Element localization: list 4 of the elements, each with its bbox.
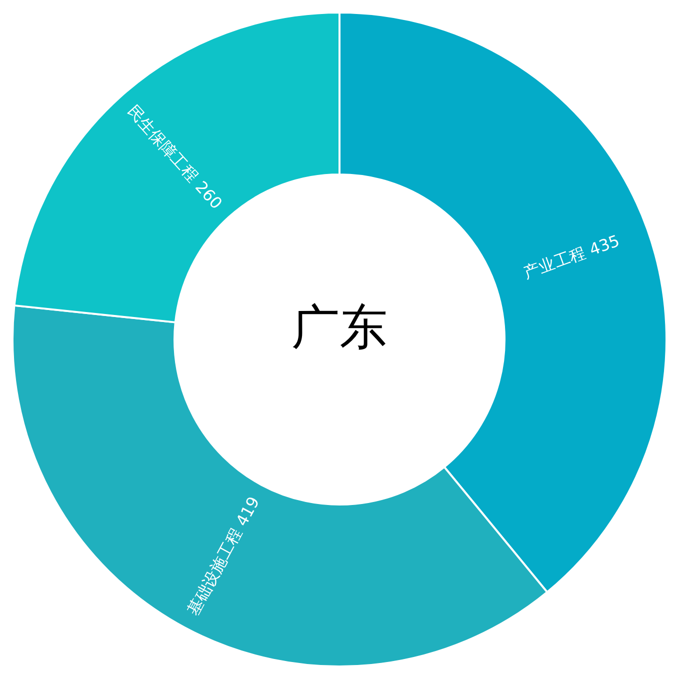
text: 广东 (292, 300, 388, 356)
slice-label: 产业工程 (521, 242, 588, 282)
slice-label: 民生保障工程 (124, 102, 202, 186)
data-label: 435 (586, 231, 622, 260)
